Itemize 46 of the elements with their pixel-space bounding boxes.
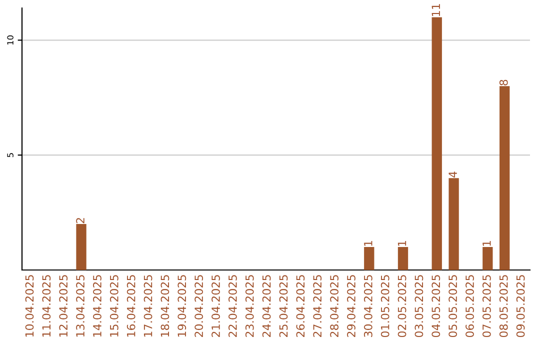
x-tick-label: 01.05.2025: [380, 275, 390, 338]
x-tick-label: 13.04.2025: [76, 275, 84, 337]
x-tick-label: 15.04.2025: [110, 275, 118, 337]
x-tick-label: 25.04.2025: [279, 275, 288, 337]
x-tick-label: 21.04.2025: [212, 275, 220, 337]
x-tick-label: 22.04.2025: [228, 275, 237, 337]
x-tick-label: 27.04.2025: [313, 275, 322, 337]
data-label: 1: [398, 240, 406, 246]
x-tick-label: 14.04.2025: [93, 275, 102, 337]
y-tick-label: 10: [7, 35, 14, 45]
bar: [432, 17, 442, 270]
bar: [482, 247, 493, 270]
x-tick-label: 11.04.2025: [42, 275, 51, 337]
bar: [364, 247, 374, 270]
x-tick-label: 17.04.2025: [144, 275, 152, 337]
x-tick-label: 23.04.2025: [245, 275, 254, 337]
data-label: 8: [499, 80, 508, 86]
x-tick-label: 18.04.2025: [160, 275, 170, 337]
x-tick-label: 12.04.2025: [59, 275, 68, 337]
x-tick-label: 29.04.2025: [347, 275, 356, 337]
data-label: 1: [364, 240, 372, 246]
data-label: 4: [448, 172, 457, 178]
x-tick-label: 16.04.2025: [126, 275, 136, 337]
x-tick-label: 26.04.2025: [296, 275, 305, 337]
bar: [398, 247, 408, 270]
x-tick-label: 30.04.2025: [364, 275, 372, 337]
x-tick-label: 10.04.2025: [25, 275, 34, 337]
bar: [448, 178, 459, 270]
x-tick-label: 02.05.2025: [398, 275, 406, 338]
data-label: 1: [482, 240, 491, 246]
x-tick-label: 19.04.2025: [178, 275, 186, 337]
data-label: 11: [432, 4, 440, 16]
x-tick-label: 20.04.2025: [194, 275, 204, 337]
x-tick-label: 09.05.2025: [516, 275, 525, 338]
data-label: 2: [76, 218, 84, 224]
x-tick-label: 06.05.2025: [466, 275, 474, 338]
x-tick-label: 28.04.2025: [330, 275, 338, 337]
x-tick-label: 07.05.2025: [482, 275, 491, 338]
x-tick-label: 08.05.2025: [499, 275, 508, 338]
x-tick-label: 04.05.2025: [432, 275, 440, 338]
x-tick-label: 24.04.2025: [262, 275, 271, 337]
x-tick-label: 05.05.2025: [448, 275, 458, 338]
x-tick-label: 03.05.2025: [414, 275, 424, 338]
y-tick-label: 5: [7, 153, 14, 158]
bar: [500, 86, 510, 270]
bar: [76, 224, 86, 270]
